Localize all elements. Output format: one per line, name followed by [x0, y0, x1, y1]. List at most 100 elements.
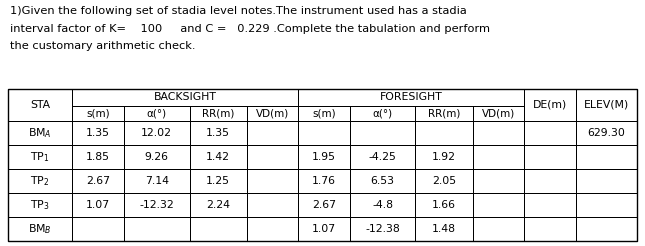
Text: 9.26: 9.26 — [144, 152, 169, 162]
Bar — [8, 217, 72, 241]
Text: -4.8: -4.8 — [372, 200, 393, 210]
Bar — [350, 121, 415, 145]
Text: 6.53: 6.53 — [370, 176, 395, 186]
Bar — [124, 106, 190, 121]
Bar — [190, 121, 247, 145]
Text: RR(m): RR(m) — [428, 108, 460, 119]
Text: FORESIGHT: FORESIGHT — [380, 92, 442, 102]
Text: the customary arithmetic check.: the customary arithmetic check. — [10, 41, 195, 51]
Bar — [247, 217, 298, 241]
Bar — [190, 145, 247, 169]
Text: α(°): α(°) — [146, 108, 167, 119]
Bar — [72, 193, 124, 217]
Bar — [473, 169, 524, 193]
Bar — [72, 217, 124, 241]
Text: 2.67: 2.67 — [312, 200, 336, 210]
Bar — [124, 193, 190, 217]
Bar — [72, 106, 124, 121]
Text: BM$_A$: BM$_A$ — [28, 126, 52, 140]
Bar — [8, 89, 72, 121]
Bar — [524, 121, 575, 145]
Bar — [524, 145, 575, 169]
Text: 1.25: 1.25 — [206, 176, 230, 186]
Bar — [72, 121, 124, 145]
Text: 1.92: 1.92 — [432, 152, 456, 162]
Bar — [473, 217, 524, 241]
Text: -12.38: -12.38 — [365, 224, 400, 234]
Bar — [124, 217, 190, 241]
Bar — [473, 106, 524, 121]
Bar — [124, 169, 190, 193]
Text: 629.30: 629.30 — [588, 128, 625, 138]
Bar — [247, 169, 298, 193]
Bar — [247, 145, 298, 169]
Bar — [473, 193, 524, 217]
Bar — [298, 121, 350, 145]
Text: 1.66: 1.66 — [432, 200, 456, 210]
Text: 2.05: 2.05 — [432, 176, 456, 186]
Bar — [190, 106, 247, 121]
Bar — [72, 169, 124, 193]
Text: interval factor of K=    100     and C =   0.229 .Complete the tabulation and pe: interval factor of K= 100 and C = 0.229 … — [10, 24, 490, 33]
Text: 1.35: 1.35 — [206, 128, 230, 138]
Bar — [415, 217, 473, 241]
Bar — [524, 169, 575, 193]
Bar — [8, 89, 637, 241]
Text: -12.32: -12.32 — [139, 200, 174, 210]
Bar — [298, 106, 350, 121]
Text: 1.76: 1.76 — [312, 176, 336, 186]
Bar — [415, 106, 473, 121]
Text: TP$_2$: TP$_2$ — [30, 174, 50, 188]
Bar — [575, 193, 637, 217]
Bar — [8, 169, 72, 193]
Bar — [575, 217, 637, 241]
Text: ELEV(M): ELEV(M) — [584, 100, 629, 110]
Text: 1.42: 1.42 — [206, 152, 230, 162]
Bar — [575, 169, 637, 193]
Bar — [575, 89, 637, 121]
Bar — [415, 121, 473, 145]
Text: 1.95: 1.95 — [312, 152, 336, 162]
Text: TP$_3$: TP$_3$ — [30, 198, 50, 212]
Bar — [350, 217, 415, 241]
Text: 12.02: 12.02 — [141, 128, 172, 138]
Bar — [350, 169, 415, 193]
Bar — [350, 145, 415, 169]
Bar — [72, 89, 298, 106]
Bar — [575, 145, 637, 169]
Bar — [8, 145, 72, 169]
Bar — [415, 145, 473, 169]
Text: s(m): s(m) — [312, 108, 336, 119]
Bar — [72, 145, 124, 169]
Bar — [524, 193, 575, 217]
Text: 1.07: 1.07 — [86, 200, 110, 210]
Bar — [350, 193, 415, 217]
Bar — [473, 121, 524, 145]
Bar — [298, 193, 350, 217]
Text: 1.85: 1.85 — [86, 152, 110, 162]
Bar — [247, 106, 298, 121]
Bar — [247, 121, 298, 145]
Text: 1.35: 1.35 — [86, 128, 110, 138]
Bar — [190, 169, 247, 193]
Bar — [350, 106, 415, 121]
Text: DE(m): DE(m) — [533, 100, 567, 110]
Text: 2.67: 2.67 — [86, 176, 110, 186]
Text: TP$_1$: TP$_1$ — [30, 150, 50, 164]
Text: s(m): s(m) — [86, 108, 110, 119]
Text: RR(m): RR(m) — [202, 108, 234, 119]
Text: 7.14: 7.14 — [144, 176, 169, 186]
Bar — [524, 89, 575, 121]
Bar — [298, 145, 350, 169]
Text: -4.25: -4.25 — [368, 152, 397, 162]
Bar — [190, 217, 247, 241]
Bar — [298, 169, 350, 193]
Text: BM$_B$: BM$_B$ — [28, 222, 52, 236]
Text: 1.07: 1.07 — [312, 224, 336, 234]
Text: α(°): α(°) — [372, 108, 393, 119]
Text: 2.24: 2.24 — [206, 200, 230, 210]
Text: BACKSIGHT: BACKSIGHT — [154, 92, 217, 102]
Bar — [8, 121, 72, 145]
Bar — [575, 121, 637, 145]
Bar — [124, 145, 190, 169]
